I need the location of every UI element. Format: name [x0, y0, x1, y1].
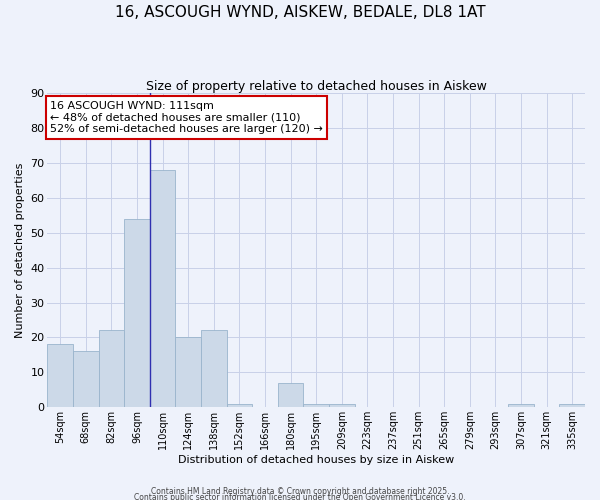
Text: 16, ASCOUGH WYND, AISKEW, BEDALE, DL8 1AT: 16, ASCOUGH WYND, AISKEW, BEDALE, DL8 1A… — [115, 5, 485, 20]
Bar — [98, 330, 124, 407]
Bar — [73, 352, 98, 408]
Bar — [124, 218, 150, 408]
Bar — [278, 383, 304, 407]
Bar — [47, 344, 73, 408]
Bar — [304, 404, 329, 407]
Bar — [329, 404, 355, 407]
Text: Contains HM Land Registry data © Crown copyright and database right 2025.: Contains HM Land Registry data © Crown c… — [151, 487, 449, 496]
Text: Contains public sector information licensed under the Open Government Licence v3: Contains public sector information licen… — [134, 492, 466, 500]
Bar — [175, 338, 201, 407]
Y-axis label: Number of detached properties: Number of detached properties — [15, 162, 25, 338]
Text: 16 ASCOUGH WYND: 111sqm
← 48% of detached houses are smaller (110)
52% of semi-d: 16 ASCOUGH WYND: 111sqm ← 48% of detache… — [50, 101, 323, 134]
Title: Size of property relative to detached houses in Aiskew: Size of property relative to detached ho… — [146, 80, 487, 93]
Bar — [150, 170, 175, 408]
Bar — [227, 404, 252, 407]
X-axis label: Distribution of detached houses by size in Aiskew: Distribution of detached houses by size … — [178, 455, 454, 465]
Bar — [559, 404, 585, 407]
Bar — [201, 330, 227, 407]
Bar — [508, 404, 534, 407]
